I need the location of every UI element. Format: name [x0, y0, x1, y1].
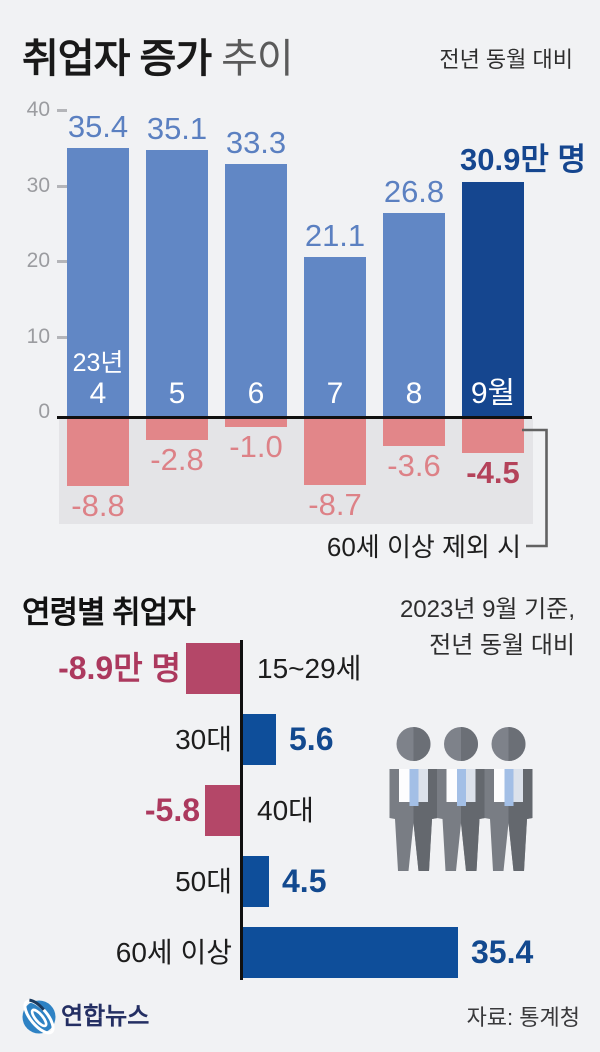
header-note: 전년 동월 대비	[439, 47, 573, 72]
yonhap-logo-icon	[22, 998, 56, 1035]
negative-bar-month-5	[146, 418, 208, 440]
x-axis-label-5: 5	[168, 377, 186, 410]
negative-bar-month-4	[67, 418, 129, 486]
y-axis-tick-40	[57, 109, 67, 112]
h-value-40대: -5.8	[144, 792, 200, 828]
age-chart-note: 2023년 9월 기준, 전년 동월 대비	[400, 592, 575, 664]
h-value-15~29세: -8.9만 명	[58, 650, 181, 686]
h-bar-60세 이상	[242, 927, 458, 978]
bar-value-4: 35.4	[67, 109, 129, 144]
negative-bar-value-7: -8.7	[308, 487, 362, 522]
x-axis-label-6: 6	[247, 377, 265, 410]
h-bar-40대	[205, 785, 240, 836]
h-category-30대: 30대	[175, 724, 232, 755]
negative-bar-value-6: -1.0	[229, 429, 283, 464]
negative-bar-month-9월	[462, 418, 524, 453]
y-axis-tick-20	[57, 260, 67, 263]
bar-month-5	[146, 150, 208, 418]
bar-month-6	[225, 164, 287, 418]
annotation-label: 60세 이상 제외 시	[326, 532, 521, 562]
negative-bar-month-6	[225, 418, 287, 427]
page-title: 취업자 증가 추이	[22, 26, 294, 84]
h-value-30대: 5.6	[289, 721, 334, 757]
negative-area-background	[59, 418, 533, 524]
h-category-15~29세: 15~29세	[257, 653, 362, 684]
bar-month-7	[304, 257, 366, 418]
y-axis-label-40: 40	[26, 98, 50, 121]
age-chart-note-line1: 2023년 9월 기준,	[399, 596, 575, 623]
x-axis-year-label: 23년	[72, 349, 124, 377]
logo-text: 연합뉴스	[61, 1003, 150, 1030]
age-chart-note-line2: 전년 동월 대비	[429, 632, 575, 659]
age-chart-title: 연령별 취업자	[22, 595, 196, 630]
x-axis-label-8: 8	[405, 377, 423, 410]
bar-value-6: 33.3	[225, 125, 287, 160]
page-title-light: 추이	[221, 37, 294, 81]
y-axis-label-0: 0	[38, 400, 50, 423]
x-axis-label-9월: 9월	[470, 377, 516, 410]
negative-bar-value-4: -8.8	[71, 488, 125, 523]
h-category-40대: 40대	[257, 795, 314, 826]
negative-bar-month-7	[304, 418, 366, 485]
bar-value-9월: 30.9만 명	[460, 142, 586, 177]
bar-month-8	[383, 213, 445, 418]
h-bar-15~29세	[186, 643, 240, 694]
negative-bar-value-9월: -4.5	[466, 455, 520, 490]
page-title-strong: 취업자 증가	[22, 37, 212, 81]
h-bar-30대	[242, 714, 276, 765]
y-axis-tick-30	[57, 185, 67, 188]
y-axis-label-20: 20	[26, 249, 50, 272]
source-credit: 자료: 통계청	[466, 1005, 580, 1030]
h-value-50대: 4.5	[282, 863, 327, 899]
h-axis-line	[240, 640, 243, 980]
person-figure-2	[437, 727, 485, 871]
bar-value-8: 26.8	[383, 174, 445, 209]
h-bar-50대	[242, 856, 269, 907]
bar-value-5: 35.1	[146, 111, 208, 146]
bar-month-4	[67, 148, 129, 418]
x-axis-label-7: 7	[326, 377, 344, 410]
people-icon	[389, 727, 533, 871]
y-axis-tick-10	[57, 336, 67, 339]
person-figure-3	[484, 727, 533, 871]
negative-bar-value-5: -2.8	[150, 442, 204, 477]
negative-bar-month-8	[383, 418, 445, 446]
h-category-50대: 50대	[175, 866, 232, 897]
zero-baseline	[57, 416, 532, 419]
y-axis-label-10: 10	[26, 325, 50, 348]
h-value-60세 이상: 35.4	[471, 934, 534, 970]
h-category-60세 이상: 60세 이상	[115, 937, 232, 968]
y-axis-label-30: 30	[26, 174, 50, 197]
x-axis-label-4: 4	[89, 377, 107, 410]
bar-month-9월	[462, 182, 524, 418]
person-figure-1	[389, 727, 438, 871]
negative-bar-value-8: -3.6	[387, 448, 441, 483]
bar-value-7: 21.1	[304, 218, 366, 253]
